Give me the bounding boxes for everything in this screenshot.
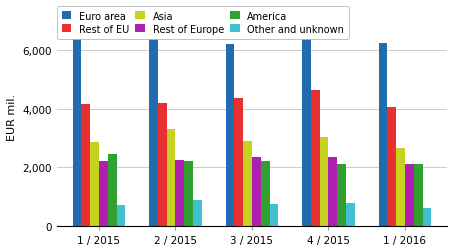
Bar <box>405 165 414 226</box>
Bar <box>270 204 278 226</box>
Bar <box>252 158 261 226</box>
Bar <box>73 39 81 226</box>
Bar <box>346 203 355 226</box>
Bar <box>234 99 243 226</box>
Legend: Euro area, Rest of EU, Asia, Rest of Europe, America, Other and unknown: Euro area, Rest of EU, Asia, Rest of Eur… <box>57 7 349 39</box>
Bar <box>311 90 320 226</box>
Bar <box>184 162 193 226</box>
Bar <box>226 45 234 226</box>
Bar <box>108 154 117 226</box>
Bar <box>175 160 184 226</box>
Bar <box>149 30 158 226</box>
Bar <box>99 162 108 226</box>
Bar <box>320 137 328 226</box>
Y-axis label: EUR mil.: EUR mil. <box>7 93 17 140</box>
Bar <box>337 165 346 226</box>
Bar <box>328 158 337 226</box>
Bar <box>414 165 423 226</box>
Bar <box>167 130 175 226</box>
Bar <box>396 149 405 226</box>
Bar <box>379 43 387 226</box>
Bar <box>302 30 311 226</box>
Bar <box>158 103 167 226</box>
Bar <box>81 105 90 226</box>
Bar <box>261 162 270 226</box>
Bar <box>423 208 431 226</box>
Bar <box>193 200 202 226</box>
Bar <box>387 108 396 226</box>
Bar <box>90 143 99 226</box>
Bar <box>243 141 252 226</box>
Bar <box>117 206 125 226</box>
